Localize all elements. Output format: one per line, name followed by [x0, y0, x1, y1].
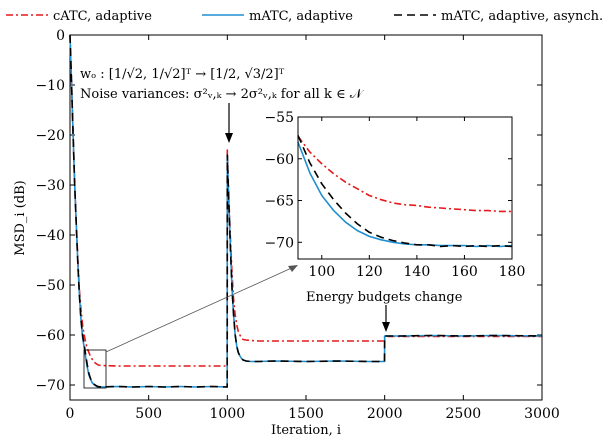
- x-tick-label: 1500: [288, 406, 324, 422]
- main-series-group: [69, 34, 543, 388]
- change-arrowhead: [225, 133, 233, 143]
- y-tick-label: −40: [35, 228, 65, 244]
- inset-axis-ticks: 100 120 140 160 180 −55 −60 −65 −70: [264, 110, 525, 280]
- x-tick-label: 1000: [210, 406, 246, 422]
- inset-y-tick-label: −60: [264, 152, 294, 168]
- x-tick-label: 3000: [524, 406, 560, 422]
- y-tick-label: −10: [35, 78, 65, 94]
- x-axis-label: Iteration, i: [271, 423, 341, 438]
- inset-series-group: [297, 135, 513, 248]
- main-axis-ticks: 0 500 1000 1500 2000 2500 3000 0 −10 −20 −30 −40 −50…: [35, 28, 559, 422]
- inset-axes-frame: [297, 116, 513, 260]
- y-tick-label: −30: [35, 178, 65, 194]
- inset-y-tick-label: −55: [264, 110, 294, 126]
- x-tick-label: 2000: [367, 406, 403, 422]
- x-tick-label: 2500: [446, 406, 482, 422]
- x-tick-label: 0: [66, 406, 75, 422]
- inset-x-tick-label: 100: [308, 264, 335, 280]
- inset-x-tick-label: 180: [499, 264, 526, 280]
- legend: cATC, adaptive mATC, adaptive mATC, adapti…: [6, 9, 603, 24]
- series-line-matc-adaptive-asynch: [69, 34, 543, 388]
- inset-series-line-matc-adaptive: [297, 141, 513, 248]
- legend-label-matc-adaptive: mATC, adaptive: [249, 9, 353, 24]
- inset-series-line-matc-adaptive-asynch: [297, 135, 513, 248]
- y-tick-label: −70: [35, 378, 65, 394]
- energy-arrowhead: [382, 322, 390, 332]
- y-axis-label: MSD_i (dB): [13, 180, 28, 255]
- annotation-noise-change: Noise variances: σ²ᵥ,ₖ → 2σ²ᵥ,ₖ for all …: [80, 87, 365, 102]
- x-tick-label: 500: [135, 406, 162, 422]
- legend-label-catc-adaptive: cATC, adaptive: [53, 9, 152, 24]
- legend-label-matc-adaptive-asynch: mATC, adaptive, asynch.: [441, 9, 603, 24]
- annotation-parameter-change: wₒ : [1/√2, 1/√2]ᵀ → [1/2, √3/2]ᵀ: [80, 67, 285, 82]
- inset-x-tick-label: 160: [451, 264, 478, 280]
- annotation-energy-change: Energy budgets change: [306, 290, 463, 305]
- zoom-pointer-line: [105, 265, 297, 353]
- y-tick-label: 0: [56, 28, 65, 44]
- zoom-region-box: [83, 349, 107, 389]
- inset-y-tick-label: −70: [264, 235, 294, 251]
- zoom-pointer-arrowhead: [288, 265, 298, 272]
- y-tick-label: −50: [35, 278, 65, 294]
- y-tick-label: −20: [35, 128, 65, 144]
- inset-x-tick-label: 120: [356, 264, 383, 280]
- y-tick-label: −60: [35, 328, 65, 344]
- inset-background: [298, 117, 512, 259]
- inset-series-line-catc-adaptive: [297, 135, 512, 213]
- inset-y-tick-label: −65: [264, 194, 294, 210]
- inset-x-tick-label: 140: [404, 264, 431, 280]
